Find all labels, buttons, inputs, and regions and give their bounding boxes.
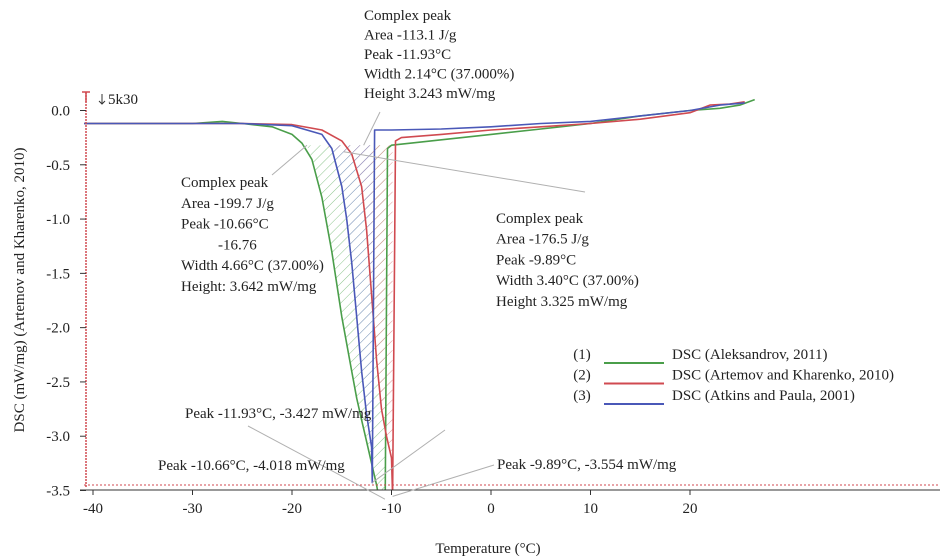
annotation-text: Peak -9.89°C, -3.554 mW/mg — [497, 457, 677, 473]
annotation-text: Peak -9.89°C — [496, 252, 576, 268]
annotation-text: Complex peak — [181, 175, 269, 191]
leader-line-6 — [392, 464, 495, 497]
hatch-3 — [331, 145, 373, 483]
annotation-text: Peak -10.66°C — [181, 217, 269, 233]
annotation-text: Area -113.1 J/g — [364, 28, 457, 44]
x-axis-title: Temperature (°C) — [435, 541, 540, 557]
annotation-text: Complex peak — [364, 8, 452, 24]
annotation-text: Height 3.325 mW/mg — [496, 294, 628, 310]
x-tick-label: 0 — [487, 501, 495, 517]
annotation-text: Height: 3.642 mW/mg — [181, 279, 317, 295]
y-tick-label: -2.5 — [46, 375, 70, 391]
y-tick-label: -1.5 — [46, 266, 70, 282]
x-tick-label: -10 — [382, 501, 402, 517]
annotation-text: -16.76 — [218, 237, 257, 253]
legend-item-1: (1) DSC (Aleksandrov, 2011) — [573, 347, 828, 364]
legend-item-3: (3) DSC (Atkins and Paula, 2001) — [573, 388, 855, 405]
legend: (1) DSC (Aleksandrov, 2011) (2) DSC (Artemo… — [573, 347, 894, 405]
leader-line-4 — [372, 429, 446, 483]
annotations: Complex peak Area -113.1 J/g Peak -11.93°C… — [158, 8, 677, 474]
legend-label: DSC (Aleksandrov, 2011) — [672, 347, 828, 363]
annotation-2: Complex peak Area -199.7 J/g Peak -10.66°C… — [181, 175, 324, 295]
x-tick-label: -40 — [83, 501, 103, 517]
series-line-1 — [84, 98, 755, 490]
hatch-2 — [321, 145, 393, 490]
annotation-text: Width 2.14°C (37.000%) — [364, 67, 514, 83]
legend-label: DSC (Artemov and Kharenko, 2010) — [672, 368, 894, 384]
legend-item-2: (2) DSC (Artemov and Kharenko, 2010) — [573, 368, 894, 385]
annotation-text: Height 3.243 mW/mg — [364, 86, 496, 102]
x-tick-label: 20 — [683, 501, 698, 517]
annotation-text: Width 4.66°C (37.00%) — [181, 258, 324, 274]
leader-line-3 — [343, 151, 586, 193]
legend-number: (3) — [573, 388, 591, 404]
leader-line-2 — [271, 144, 308, 176]
annotation-6: Peak -9.89°C, -3.554 mW/mg — [497, 457, 677, 473]
y-axis-title: DSC (mW/mg) (Artemov and Kharenko, 2010) — [12, 148, 28, 433]
series-line-2 — [84, 101, 745, 490]
annotation-text: Width 3.40°C (37.00%) — [496, 273, 639, 289]
y-tick-label: -2.0 — [46, 321, 70, 337]
legend-label: DSC (Atkins and Paula, 2001) — [672, 388, 855, 404]
corner-label: 5k30 — [108, 92, 138, 108]
series-line-3 — [84, 102, 745, 484]
annotation-3: Complex peak Area -176.5 J/g Peak -9.89°C W… — [496, 211, 639, 310]
series-layer — [84, 98, 755, 490]
annotation-text: Peak -11.93°C — [364, 47, 451, 63]
y-tick-label: -3.0 — [46, 429, 70, 445]
y-tick-label: 0.0 — [51, 104, 70, 120]
y-tick-label: -0.5 — [46, 158, 70, 174]
x-tick-label: -30 — [183, 501, 203, 517]
annotation-text: Peak -10.66°C, -4.018 mW/mg — [158, 458, 345, 474]
leader-line-5 — [247, 425, 386, 500]
axes: 5k30 -40 -30 -20 -10 0 10 20 0.0 -0.5 -1.0 -1.5 -2.0… — [12, 91, 940, 557]
down-arrow-icon — [98, 94, 106, 105]
corner-marker — [82, 91, 90, 102]
annotation-5: Peak -10.66°C, -4.018 mW/mg — [158, 458, 345, 474]
y-tick-label: -3.5 — [46, 483, 70, 499]
annotation-4: Peak -11.93°C, -3.427 mW/mg — [185, 406, 372, 422]
peak-integration-hatch — [306, 145, 393, 490]
annotation-text: Area -176.5 J/g — [496, 232, 589, 248]
annotation-text: Complex peak — [496, 211, 584, 227]
annotation-1: Complex peak Area -113.1 J/g Peak -11.93°C… — [364, 8, 514, 102]
x-tick-label: 10 — [583, 501, 598, 517]
legend-number: (2) — [573, 368, 591, 384]
annotation-leaders — [247, 111, 586, 500]
annotation-text: Area -199.7 J/g — [181, 196, 274, 212]
leader-line-1 — [363, 111, 381, 146]
x-tick-label: -20 — [282, 501, 302, 517]
annotation-text: Peak -11.93°C, -3.427 mW/mg — [185, 406, 372, 422]
y-tick-label: -1.0 — [46, 212, 70, 228]
legend-number: (1) — [573, 347, 591, 363]
